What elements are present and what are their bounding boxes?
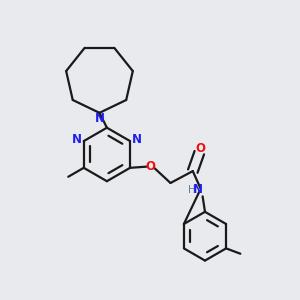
Text: O: O	[145, 160, 155, 173]
Text: N: N	[94, 112, 104, 125]
Text: O: O	[196, 142, 206, 155]
Text: H: H	[188, 185, 196, 195]
Text: N: N	[193, 183, 203, 196]
Text: N: N	[132, 133, 142, 146]
Text: N: N	[72, 133, 82, 146]
